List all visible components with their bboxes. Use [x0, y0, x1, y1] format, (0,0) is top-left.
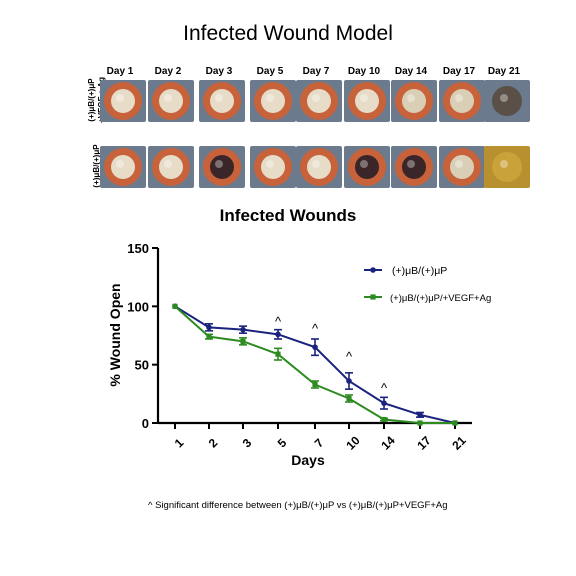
wound-photo: [148, 80, 194, 122]
wound-photo: [100, 146, 146, 188]
y-tick-label: 50: [135, 358, 149, 373]
significance-marker: ^: [346, 349, 353, 364]
data-point: [275, 351, 281, 357]
y-tick-label: 100: [127, 299, 149, 314]
data-point: [417, 412, 423, 418]
wound-photo: [439, 146, 485, 188]
x-tick-label: 21: [449, 433, 469, 453]
data-point: [206, 324, 212, 331]
wound-photo: [296, 80, 342, 122]
day-label: Day 10: [347, 66, 381, 77]
y-tick-label: 150: [127, 241, 149, 256]
data-point: [312, 344, 318, 350]
significance-marker: ^: [275, 314, 282, 329]
legend-label: (+)μB/(+)μP: [392, 265, 447, 277]
data-point: [452, 420, 458, 426]
wound-photo: [199, 80, 245, 122]
significance-marker: ^: [381, 381, 388, 396]
x-axis-label: Days: [291, 452, 325, 468]
data-point: [206, 334, 212, 340]
x-tick-label: 10: [343, 433, 363, 453]
wound-photo: [484, 80, 530, 122]
wound-photo: [484, 146, 530, 188]
day-label: Day 3: [205, 66, 233, 77]
day-label: Day 17: [442, 66, 476, 77]
data-point: [381, 400, 387, 406]
day-label: Day 5: [256, 66, 284, 77]
legend-marker: [370, 294, 376, 300]
y-axis-label: % Wound Open: [107, 283, 123, 386]
wound-photo: [250, 146, 296, 188]
y-tick-label: 0: [142, 416, 149, 431]
wound-photo: [344, 80, 390, 122]
wound-photo: [199, 146, 245, 188]
chart-title: Infected Wounds: [219, 206, 357, 225]
data-point: [346, 378, 352, 384]
significance-footnote: ^ Significant difference between (+)μB/(…: [148, 500, 448, 511]
x-tick-label: 17: [414, 433, 434, 453]
significance-marker: ^: [312, 321, 319, 336]
wound-photo: [391, 146, 437, 188]
day-label: Day 1: [106, 66, 134, 77]
x-tick-label: 3: [240, 435, 255, 450]
x-tick-label: 7: [312, 435, 327, 450]
wound-photo: [100, 80, 146, 122]
wound-photo: [439, 80, 485, 122]
data-point: [240, 338, 246, 344]
data-point: [240, 326, 246, 333]
wound-photo: [296, 146, 342, 188]
wound-photo: [344, 146, 390, 188]
figure-title: Infected Wound Model: [183, 22, 393, 45]
x-tick-label: 1: [172, 435, 187, 450]
data-point: [381, 416, 387, 423]
x-tick-label: 14: [378, 433, 398, 453]
wound-photo: [148, 146, 194, 188]
day-label: Day 2: [154, 66, 182, 77]
legend-label: (+)μB/(+)μP/+VEGF+Ag: [390, 293, 491, 304]
day-label: Day 14: [394, 66, 428, 77]
day-label: Day 7: [302, 66, 330, 77]
wound-photo: [391, 80, 437, 122]
data-point: [417, 420, 423, 426]
data-point: [172, 303, 178, 309]
x-tick-label: 5: [275, 435, 290, 450]
data-point: [346, 395, 352, 402]
wound-photo: [250, 80, 296, 122]
legend-marker: [370, 267, 376, 273]
day-label: Day 21: [487, 66, 521, 77]
data-point: [312, 381, 318, 388]
data-point: [275, 331, 281, 338]
x-tick-label: 2: [206, 435, 221, 450]
